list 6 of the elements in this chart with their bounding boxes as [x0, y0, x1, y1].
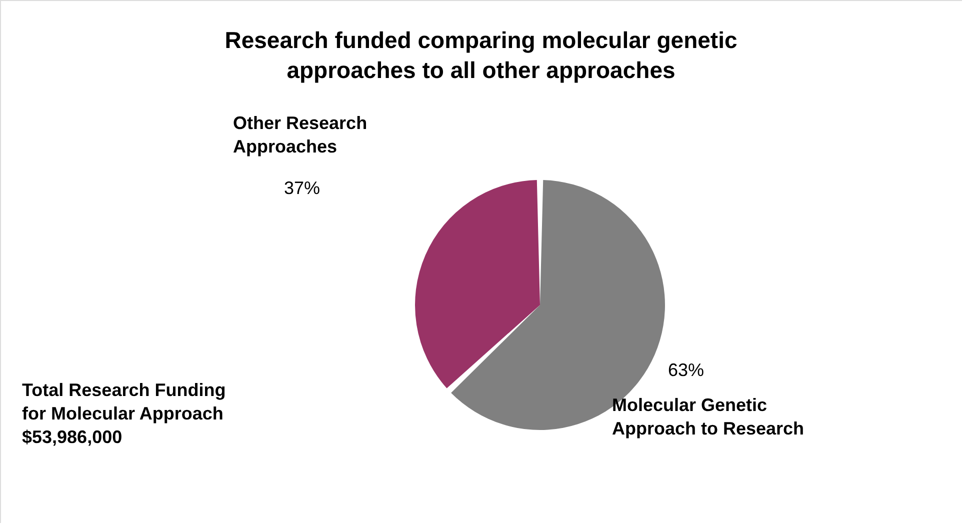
slice-label: Other Research Approaches: [233, 113, 368, 156]
text: Total Research Funding for Molecular Approach $53,986,000: [22, 380, 226, 447]
data-label: 37%: [284, 178, 320, 198]
chart-title: Research funded comparing molecular genetic approaches to all other approaches: [224, 27, 738, 83]
data-label: 63%: [668, 360, 704, 380]
slice-label: Molecular Genetic Approach to Research: [612, 395, 804, 438]
